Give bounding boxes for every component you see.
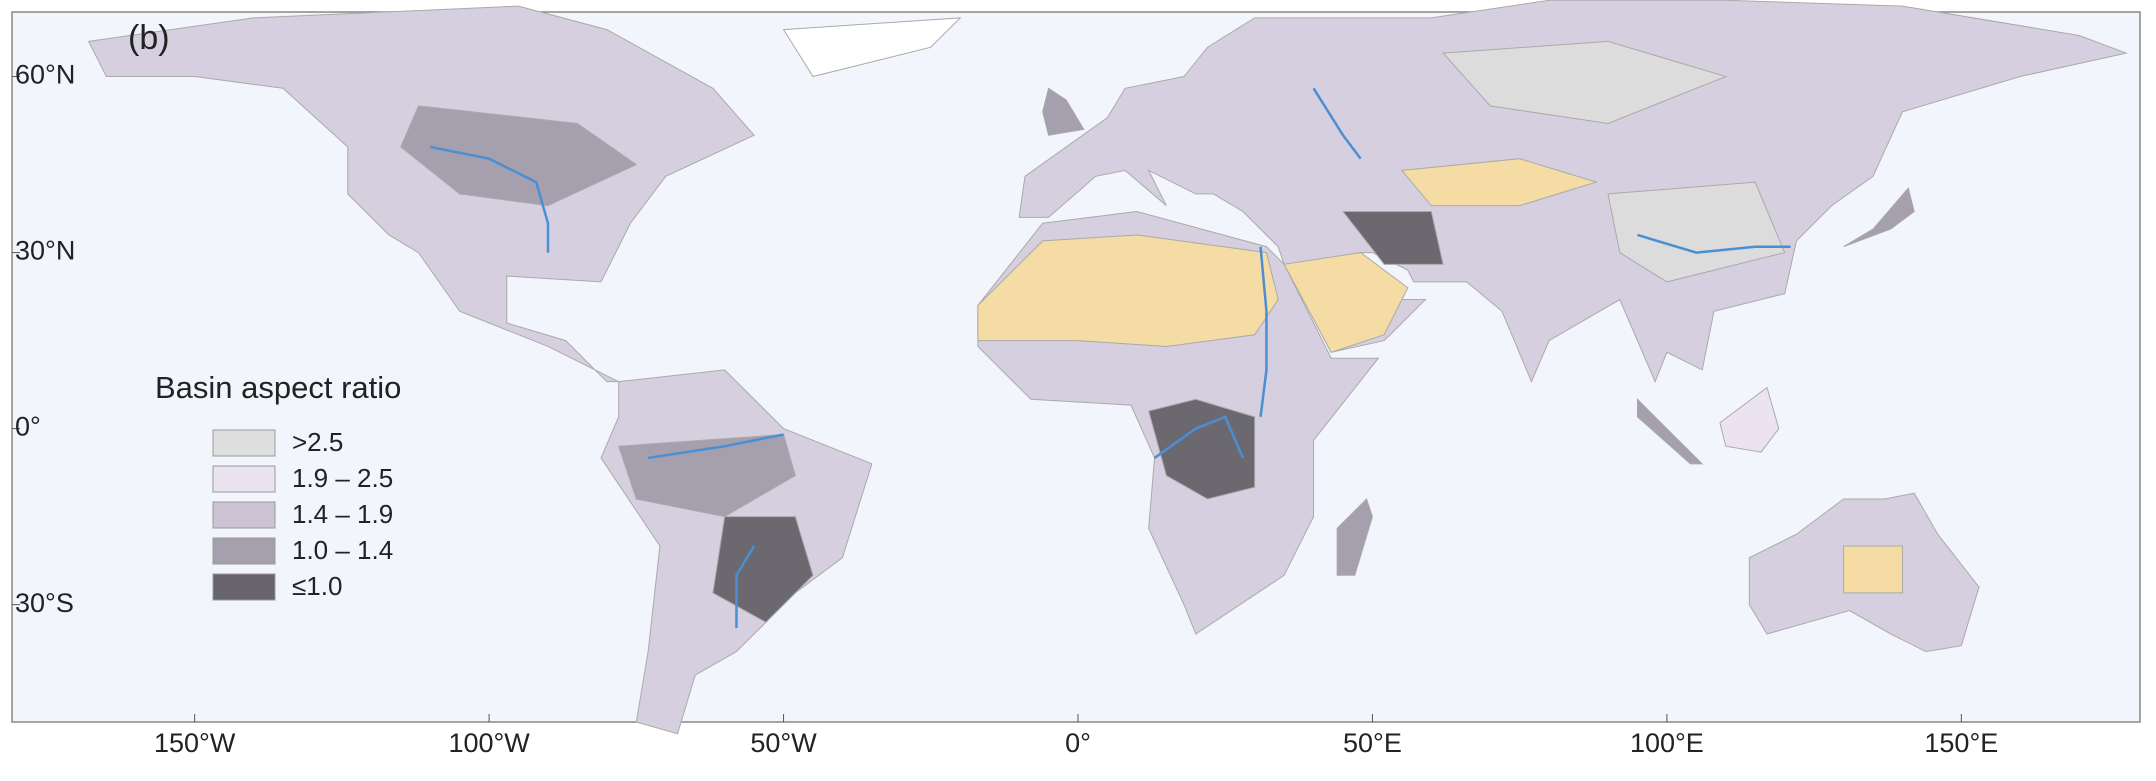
river <box>647 433 784 460</box>
greenland <box>782 17 962 78</box>
y-tick-label: 60°N <box>15 60 75 90</box>
y-tick-label: 30°S <box>15 588 74 618</box>
legend-swatch <box>212 501 276 529</box>
arabia <box>1283 252 1409 353</box>
river <box>1312 87 1362 160</box>
river <box>735 545 756 629</box>
japan <box>1843 186 1915 248</box>
legend-swatch <box>212 465 276 493</box>
iran <box>1341 211 1444 265</box>
x-tick-label: 0° <box>1065 728 1091 758</box>
legend-label: 1.4 – 1.9 <box>292 499 393 529</box>
river <box>1637 233 1791 254</box>
legend-label: 1.9 – 2.5 <box>292 463 393 493</box>
legend-swatch <box>212 573 276 601</box>
siberia <box>1442 40 1728 125</box>
china <box>1607 181 1786 283</box>
legend-swatch <box>212 429 276 457</box>
x-tick-label: 150°W <box>154 728 236 758</box>
x-tick-label: 50°E <box>1343 728 1402 758</box>
britain <box>1042 87 1085 136</box>
x-tick-label: 100°E <box>1630 728 1704 758</box>
australia-interior <box>1843 545 1903 594</box>
river <box>429 145 550 253</box>
legend-label: >2.5 <box>292 427 343 457</box>
river <box>1153 415 1245 459</box>
x-tick-label: 100°W <box>448 728 530 758</box>
parana-basin <box>712 516 814 623</box>
legend-label: 1.0 – 1.4 <box>292 535 393 565</box>
landmasses <box>87 0 2128 735</box>
y-tick-label: 30°N <box>15 236 75 266</box>
y-tick-label: 0° <box>15 412 41 442</box>
borneo <box>1719 386 1780 453</box>
north-america <box>87 5 755 383</box>
sumatra <box>1636 398 1704 465</box>
north-american-interior <box>400 105 638 207</box>
legend-title: Basin aspect ratio <box>155 370 401 405</box>
legend-label: ≤1.0 <box>292 571 342 601</box>
panel-label: (b) <box>128 19 170 57</box>
x-tick-label: 150°E <box>1924 728 1998 758</box>
madagascar <box>1336 498 1373 576</box>
x-tick-label: 50°W <box>750 728 817 758</box>
central-asia-desert <box>1400 158 1598 207</box>
legend-swatch <box>212 537 276 565</box>
river <box>1259 246 1268 418</box>
